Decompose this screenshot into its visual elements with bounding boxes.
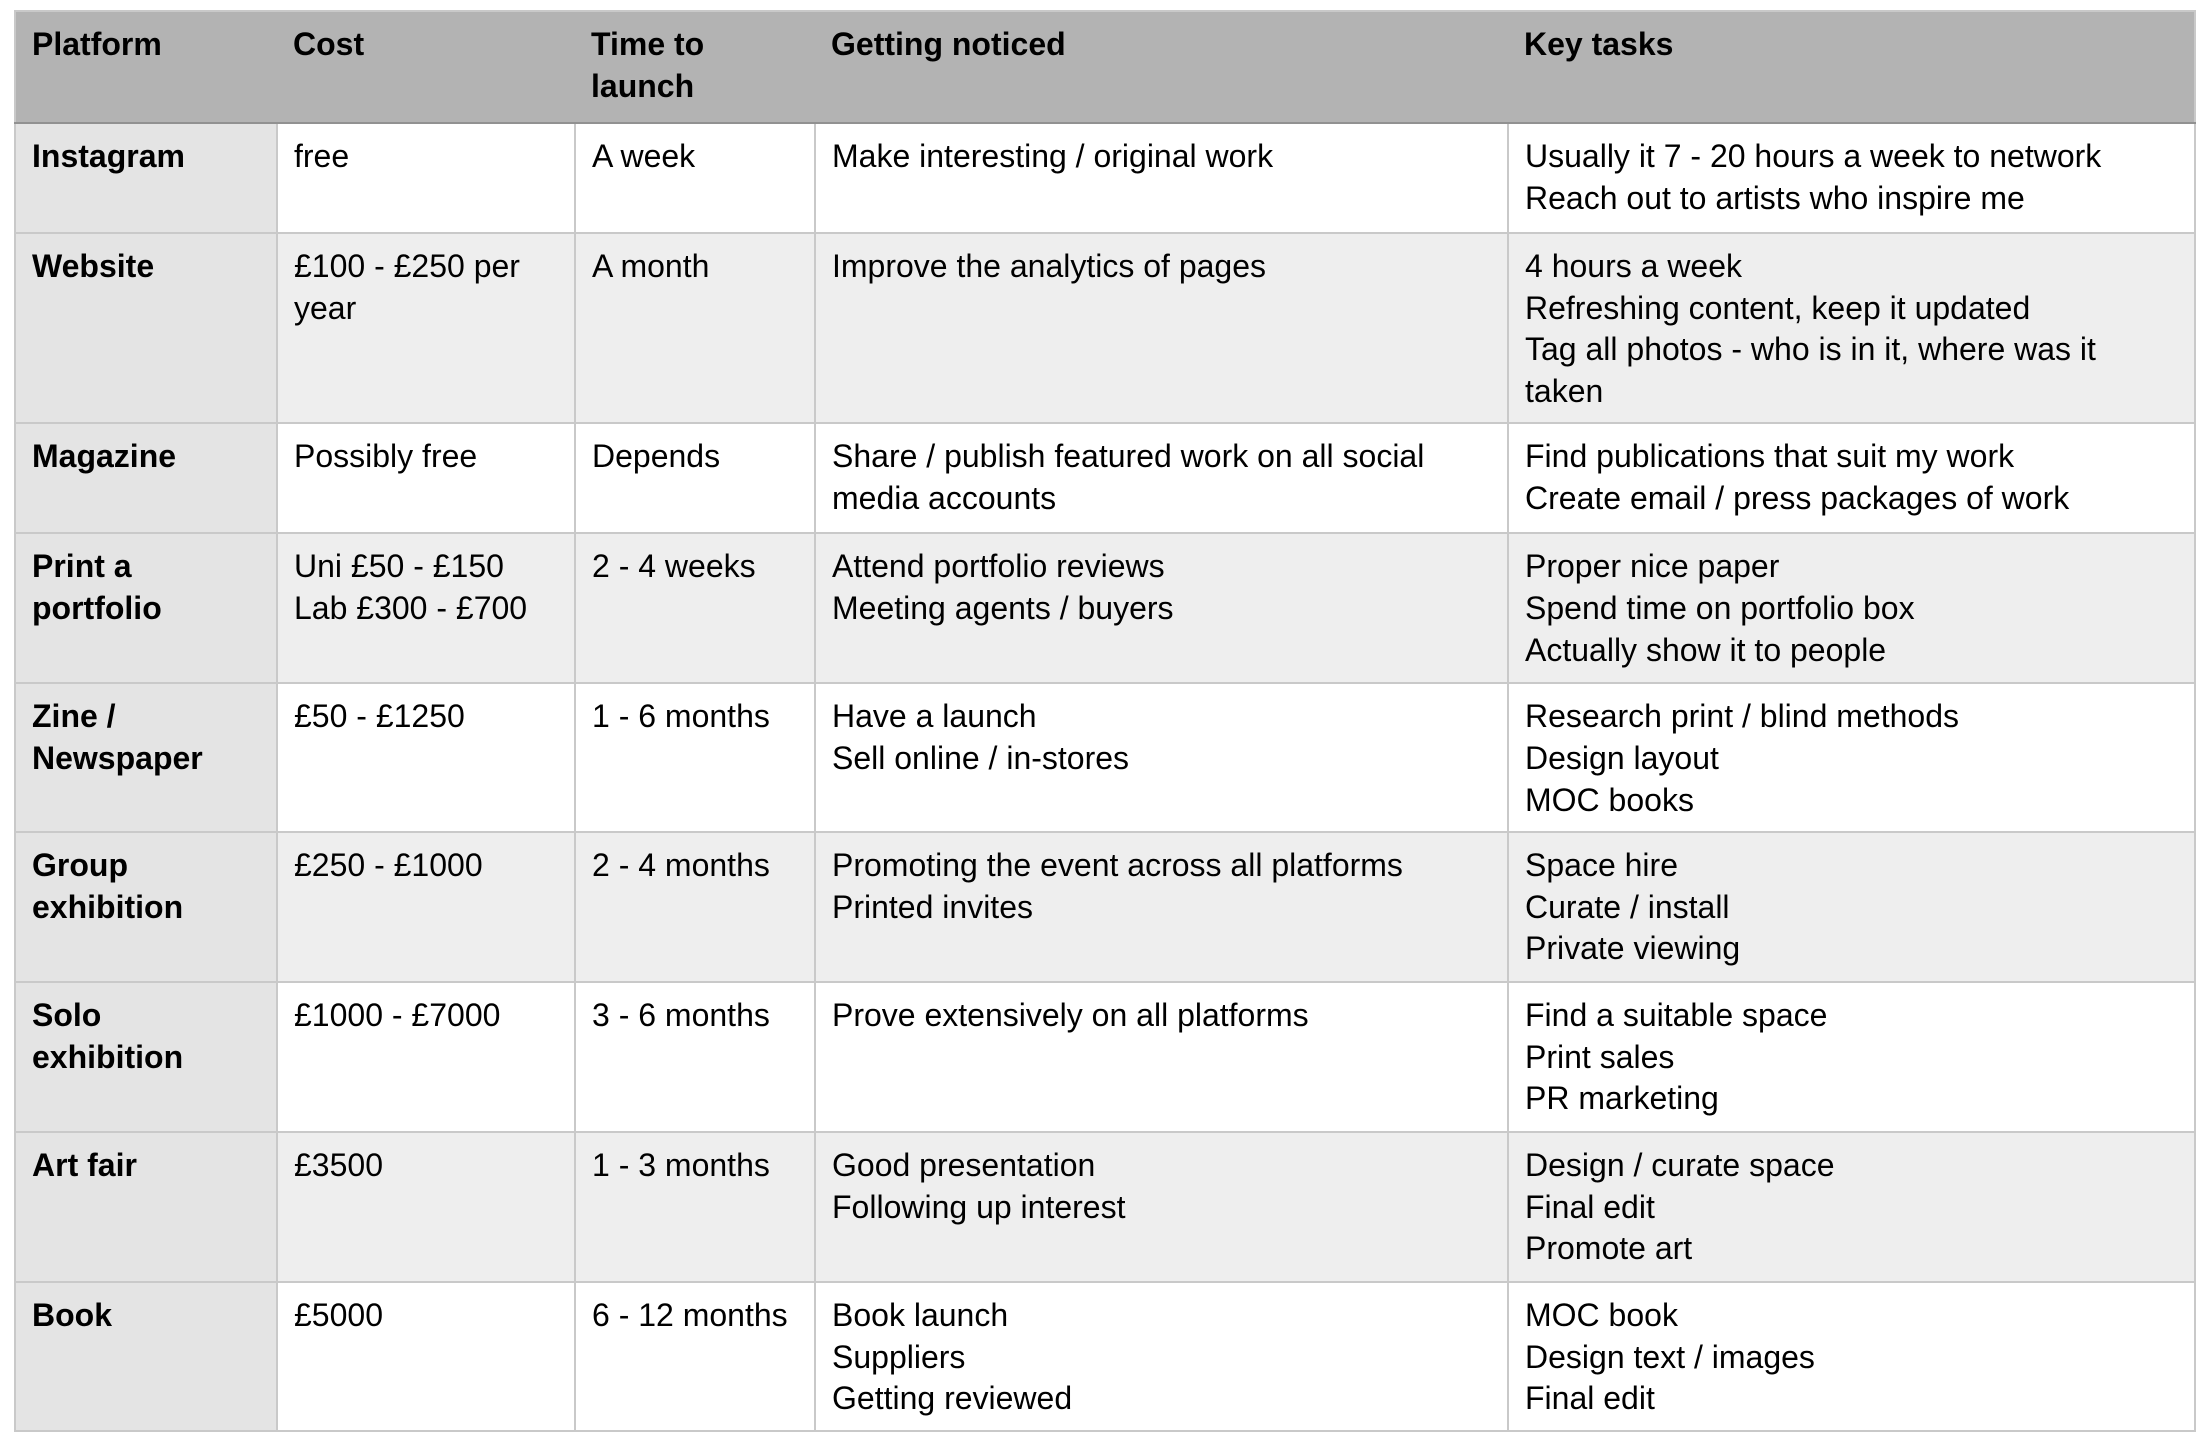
cell-getting-noticed: Attend portfolio reviews Meeting agents … xyxy=(814,532,1509,685)
cell-platform: Group exhibition xyxy=(14,831,278,984)
cell-key-tasks: Research print / blind methods Design la… xyxy=(1507,682,2196,834)
cell-platform: Solo exhibition xyxy=(14,981,278,1134)
cell-key-tasks: MOC book Design text / images Final edit xyxy=(1507,1281,2196,1432)
cell-platform: Magazine xyxy=(14,422,278,535)
cell-cost: £250 - £1000 xyxy=(276,831,576,984)
cell-getting-noticed: Prove extensively on all platforms xyxy=(814,981,1509,1134)
table-row-website: Website £100 - £250 per year A month Imp… xyxy=(14,231,2196,425)
column-header-time-to-launch: Time to launch xyxy=(575,11,815,124)
cell-platform: Zine / Newspaper xyxy=(14,682,278,834)
cell-time-to-launch: 1 - 6 months xyxy=(574,682,816,834)
cell-getting-noticed: Promoting the event across all platforms… xyxy=(814,831,1509,984)
cell-cost: £3500 xyxy=(276,1131,576,1284)
cell-key-tasks: Design / curate space Final edit Promote… xyxy=(1507,1131,2196,1284)
cell-cost: £50 - £1250 xyxy=(276,682,576,834)
cell-platform: Art fair xyxy=(14,1131,278,1284)
cell-platform: Print a portfolio xyxy=(14,532,278,685)
table-body: Instagram free A week Make interesting /… xyxy=(14,122,2196,1432)
cell-time-to-launch: A month xyxy=(574,231,816,425)
header-row: Platform Cost Time to launch Getting not… xyxy=(15,11,2195,124)
cell-cost: £100 - £250 per year xyxy=(276,231,576,425)
cell-getting-noticed: Good presentation Following up interest xyxy=(814,1131,1509,1284)
table-row-group-exhibition: Group exhibition £250 - £1000 2 - 4 mont… xyxy=(14,831,2196,984)
cell-key-tasks: Find a suitable space Print sales PR mar… xyxy=(1507,981,2196,1134)
cell-getting-noticed: Book launch Suppliers Getting reviewed xyxy=(814,1281,1509,1432)
cell-key-tasks: Space hire Curate / install Private view… xyxy=(1507,831,2196,984)
table-row-art-fair: Art fair £3500 1 - 3 months Good present… xyxy=(14,1131,2196,1284)
cell-getting-noticed: Make interesting / original work xyxy=(814,122,1509,234)
table-row-print-a-portfolio: Print a portfolio Uni £50 - £150 Lab £30… xyxy=(14,532,2196,685)
cell-cost: Uni £50 - £150 Lab £300 - £700 xyxy=(276,532,576,685)
table-row-solo-exhibition: Solo exhibition £1000 - £7000 3 - 6 mont… xyxy=(14,981,2196,1134)
cell-key-tasks: 4 hours a week Refreshing content, keep … xyxy=(1507,231,2196,425)
column-header-getting-noticed: Getting noticed xyxy=(815,11,1508,124)
table-header: Platform Cost Time to launch Getting not… xyxy=(15,11,2195,124)
table-row-magazine: Magazine Possibly free Depends Share / p… xyxy=(14,422,2196,535)
cell-cost: Possibly free xyxy=(276,422,576,535)
column-header-cost: Cost xyxy=(277,11,575,124)
column-header-key-tasks: Key tasks xyxy=(1508,11,2195,124)
cell-key-tasks: Find publications that suit my work Crea… xyxy=(1507,422,2196,535)
cell-key-tasks: Proper nice paper Spend time on portfoli… xyxy=(1507,532,2196,685)
cell-time-to-launch: 2 - 4 weeks xyxy=(574,532,816,685)
table-row-instagram: Instagram free A week Make interesting /… xyxy=(14,122,2196,234)
cell-time-to-launch: 1 - 3 months xyxy=(574,1131,816,1284)
table-row-zine-newspaper: Zine / Newspaper £50 - £1250 1 - 6 month… xyxy=(14,682,2196,834)
table-row-book: Book £5000 6 - 12 months Book launch Sup… xyxy=(14,1281,2196,1432)
cell-getting-noticed: Improve the analytics of pages xyxy=(814,231,1509,425)
cell-platform: Instagram xyxy=(14,122,278,234)
platform-comparison-table: Platform Cost Time to launch Getting not… xyxy=(14,10,2196,1432)
cell-getting-noticed: Have a launch Sell online / in-stores xyxy=(814,682,1509,834)
cell-cost: free xyxy=(276,122,576,234)
cell-key-tasks: Usually it 7 - 20 hours a week to networ… xyxy=(1507,122,2196,234)
cell-time-to-launch: 6 - 12 months xyxy=(574,1281,816,1432)
column-header-platform: Platform xyxy=(15,11,277,124)
cell-cost: £5000 xyxy=(276,1281,576,1432)
cell-time-to-launch: Depends xyxy=(574,422,816,535)
cell-platform: Book xyxy=(14,1281,278,1432)
cell-time-to-launch: 2 - 4 months xyxy=(574,831,816,984)
cell-getting-noticed: Share / publish featured work on all soc… xyxy=(814,422,1509,535)
cell-platform: Website xyxy=(14,231,278,425)
cell-time-to-launch: 3 - 6 months xyxy=(574,981,816,1134)
cell-cost: £1000 - £7000 xyxy=(276,981,576,1134)
cell-time-to-launch: A week xyxy=(574,122,816,234)
